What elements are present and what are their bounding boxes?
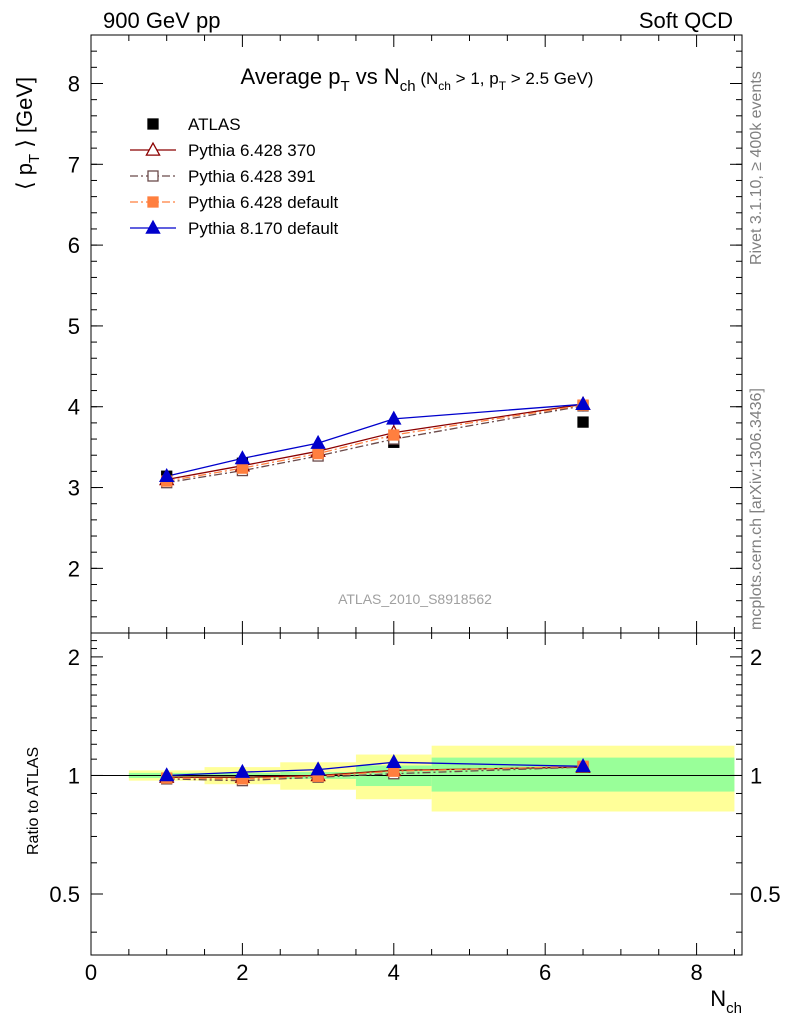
ratio-point-py8 <box>234 763 251 778</box>
ratio-point-py8 <box>158 767 175 782</box>
ratio-point-py8 <box>310 761 326 776</box>
ratio-y-tick-label: 0.5 <box>49 882 80 907</box>
ratio-y-tick-label: 1 <box>68 763 80 788</box>
y-axis-label: ⟨ pT ⟩ [GeV] <box>12 77 43 190</box>
data-point-atlas <box>577 416 589 428</box>
chart-title: Average pT vs Nch (Nch > 1, pT > 2.5 GeV… <box>241 64 594 95</box>
ratio-panel: 0.5 0.5 1 1 2 2 0 2 4 6 8 <box>49 632 781 985</box>
legend-label-py391: Pythia 6.428 391 <box>188 167 316 186</box>
data-point-py6def <box>388 429 400 441</box>
ratio-y-tick-label: 2 <box>68 645 80 670</box>
x-tick-label: 6 <box>539 960 551 985</box>
ratio-point-py8 <box>575 758 591 773</box>
legend-marker-py6def <box>147 196 159 208</box>
legend-marker-py8 <box>145 219 161 234</box>
legend-label-py6def: Pythia 6.428 default <box>188 193 339 212</box>
ratio-y-tick-label-right: 2 <box>750 645 762 670</box>
x-tick-label: 4 <box>388 960 400 985</box>
data-point-py8 <box>575 396 591 411</box>
mcplots-label: mcplots.cern.ch [arXiv:1306.3436] <box>748 388 765 630</box>
x-tick-label: 8 <box>690 960 702 985</box>
y-tick-label: 4 <box>68 395 80 420</box>
y-tick-label: 8 <box>68 71 80 96</box>
series-line-py391 <box>166 405 584 484</box>
ratio-axis-label: Ratio to ATLAS <box>25 747 42 855</box>
x-tick-label: 2 <box>236 960 248 985</box>
ratio-y-tick-label-right: 1 <box>750 763 762 788</box>
legend-marker-py370 <box>145 141 161 156</box>
x-tick-label: 0 <box>85 960 97 985</box>
x-axis-label: Nch <box>710 986 742 1017</box>
ratio-frame <box>90 632 743 956</box>
y-tick-label: 3 <box>68 476 80 501</box>
header-right: Soft QCD <box>639 8 733 33</box>
legend-label-py8: Pythia 8.170 default <box>188 219 339 238</box>
y-tick-label: 5 <box>68 314 80 339</box>
legend: ATLAS Pythia 6.428 370 Pythia 6.428 391 Pyt… <box>130 115 339 238</box>
main-panel: 2 3 4 5 6 7 8 <box>68 34 743 634</box>
ratio-y-tick-label-right: 0.5 <box>750 882 781 907</box>
y-tick-label: 6 <box>68 233 80 258</box>
legend-marker-py391 <box>147 170 159 182</box>
data-point-py8 <box>158 467 175 482</box>
rivet-label: Rivet 3.1.10, ≥ 400k events <box>748 71 765 265</box>
series-line-py370 <box>166 403 584 481</box>
ratio-point-py8 <box>386 754 402 769</box>
analysis-watermark: ATLAS_2010_S8918562 <box>338 591 492 607</box>
data-point-py6def <box>236 462 249 474</box>
data-point-py8 <box>310 434 326 449</box>
data-point-py8 <box>234 450 251 465</box>
y-tick-label: 7 <box>68 152 80 177</box>
series-line-py6def <box>166 404 584 482</box>
legend-marker-atlas <box>147 118 159 130</box>
legend-label-atlas: ATLAS <box>188 115 241 134</box>
y-tick-label: 2 <box>68 556 80 581</box>
data-point-py8 <box>386 410 402 425</box>
legend-label-py370: Pythia 6.428 370 <box>188 141 316 160</box>
header-left: 900 GeV pp <box>103 8 220 33</box>
data-point-py6def <box>312 447 324 460</box>
